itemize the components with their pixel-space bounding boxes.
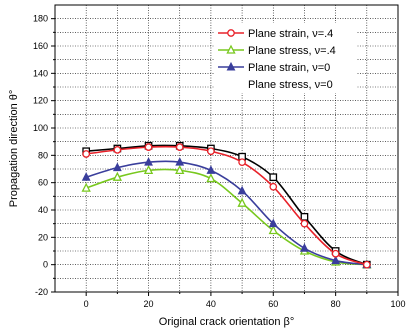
legend-item-4: Plane stress, ν=0 (248, 79, 333, 91)
y-tick-label: 60 (38, 178, 48, 188)
tick-marks (51, 18, 399, 296)
series-1 (82, 143, 371, 269)
y-tick-label: 180 (33, 14, 48, 24)
series-line (85, 168, 367, 266)
y-tick-label: 100 (33, 123, 48, 133)
y-axis-title: Propagation direction θ° (8, 90, 20, 208)
legend-item-2: Plane stress, ν=.4 (218, 44, 336, 57)
y-tick-label: 160 (33, 41, 48, 51)
plot-frame (54, 4, 399, 293)
legend-item-3: Plane strain, ν=0 (218, 61, 330, 74)
x-tick-label: 40 (206, 299, 216, 309)
x-tick-label: 20 (144, 299, 154, 309)
data-point (113, 146, 122, 154)
data-point (269, 173, 278, 182)
data-point (206, 173, 216, 183)
data-point (82, 150, 91, 158)
legend-marker (226, 61, 236, 71)
data-point (81, 182, 91, 192)
data-point (112, 162, 122, 172)
legend-background (215, 23, 357, 93)
y-tick-label: 0 (43, 260, 48, 270)
y-tick-label: 20 (38, 232, 48, 242)
data-point (144, 143, 153, 151)
series-line (86, 145, 368, 266)
legend-marker (226, 44, 236, 54)
data-point (175, 143, 184, 151)
series-layer (81, 141, 372, 269)
x-tick-label: 60 (268, 299, 278, 309)
data-point (331, 255, 341, 265)
data-point (237, 185, 247, 195)
legend: Plane strain, ν=.4 Plane stress, ν=.4 Plan… (218, 28, 336, 91)
data-point (268, 225, 278, 235)
y-tick-label: 80 (38, 150, 48, 160)
data-point (300, 243, 309, 252)
series-line (86, 144, 368, 266)
x-tick-label: 0 (84, 299, 89, 309)
y-tick-label: 120 (33, 96, 48, 106)
data-point (238, 158, 246, 167)
data-point (300, 212, 309, 221)
data-point (81, 172, 91, 181)
x-tick-label: 100 (390, 299, 405, 309)
series-line (85, 160, 367, 266)
x-tick-label: 80 (331, 299, 341, 309)
legend-marker (227, 29, 235, 37)
data-point (175, 164, 185, 175)
y-tick-label: 140 (33, 68, 48, 78)
legend-label: Plane stress, ν=0 (248, 79, 333, 91)
y-tick-label: 40 (38, 205, 48, 215)
data-point (143, 164, 154, 175)
x-tick-labels: 0 20 40 60 80 100 (84, 299, 406, 309)
data-point (237, 197, 247, 207)
data-point (268, 218, 278, 228)
data-point (269, 182, 278, 191)
data-point (331, 249, 340, 258)
data-point (175, 157, 185, 166)
data-point (362, 260, 371, 269)
y-tick-label: -20 (35, 287, 48, 297)
legend-label: Plane strain, ν=0 (248, 62, 330, 74)
data-point (207, 147, 215, 156)
data-point (300, 219, 309, 228)
legend-label: Plane stress, ν=.4 (248, 45, 336, 57)
data-point (112, 171, 123, 181)
y-tick-labels: -20 0 20 40 60 80 100 120 140 160 180 (33, 14, 48, 297)
legend-item-1: Plane strain, ν=.4 (218, 28, 333, 40)
series-3 (81, 157, 372, 269)
data-point (206, 165, 216, 174)
x-axis-title: Original crack orientation β° (159, 316, 294, 328)
data-point (144, 157, 153, 166)
legend-label: Plane strain, ν=.4 (248, 28, 333, 40)
